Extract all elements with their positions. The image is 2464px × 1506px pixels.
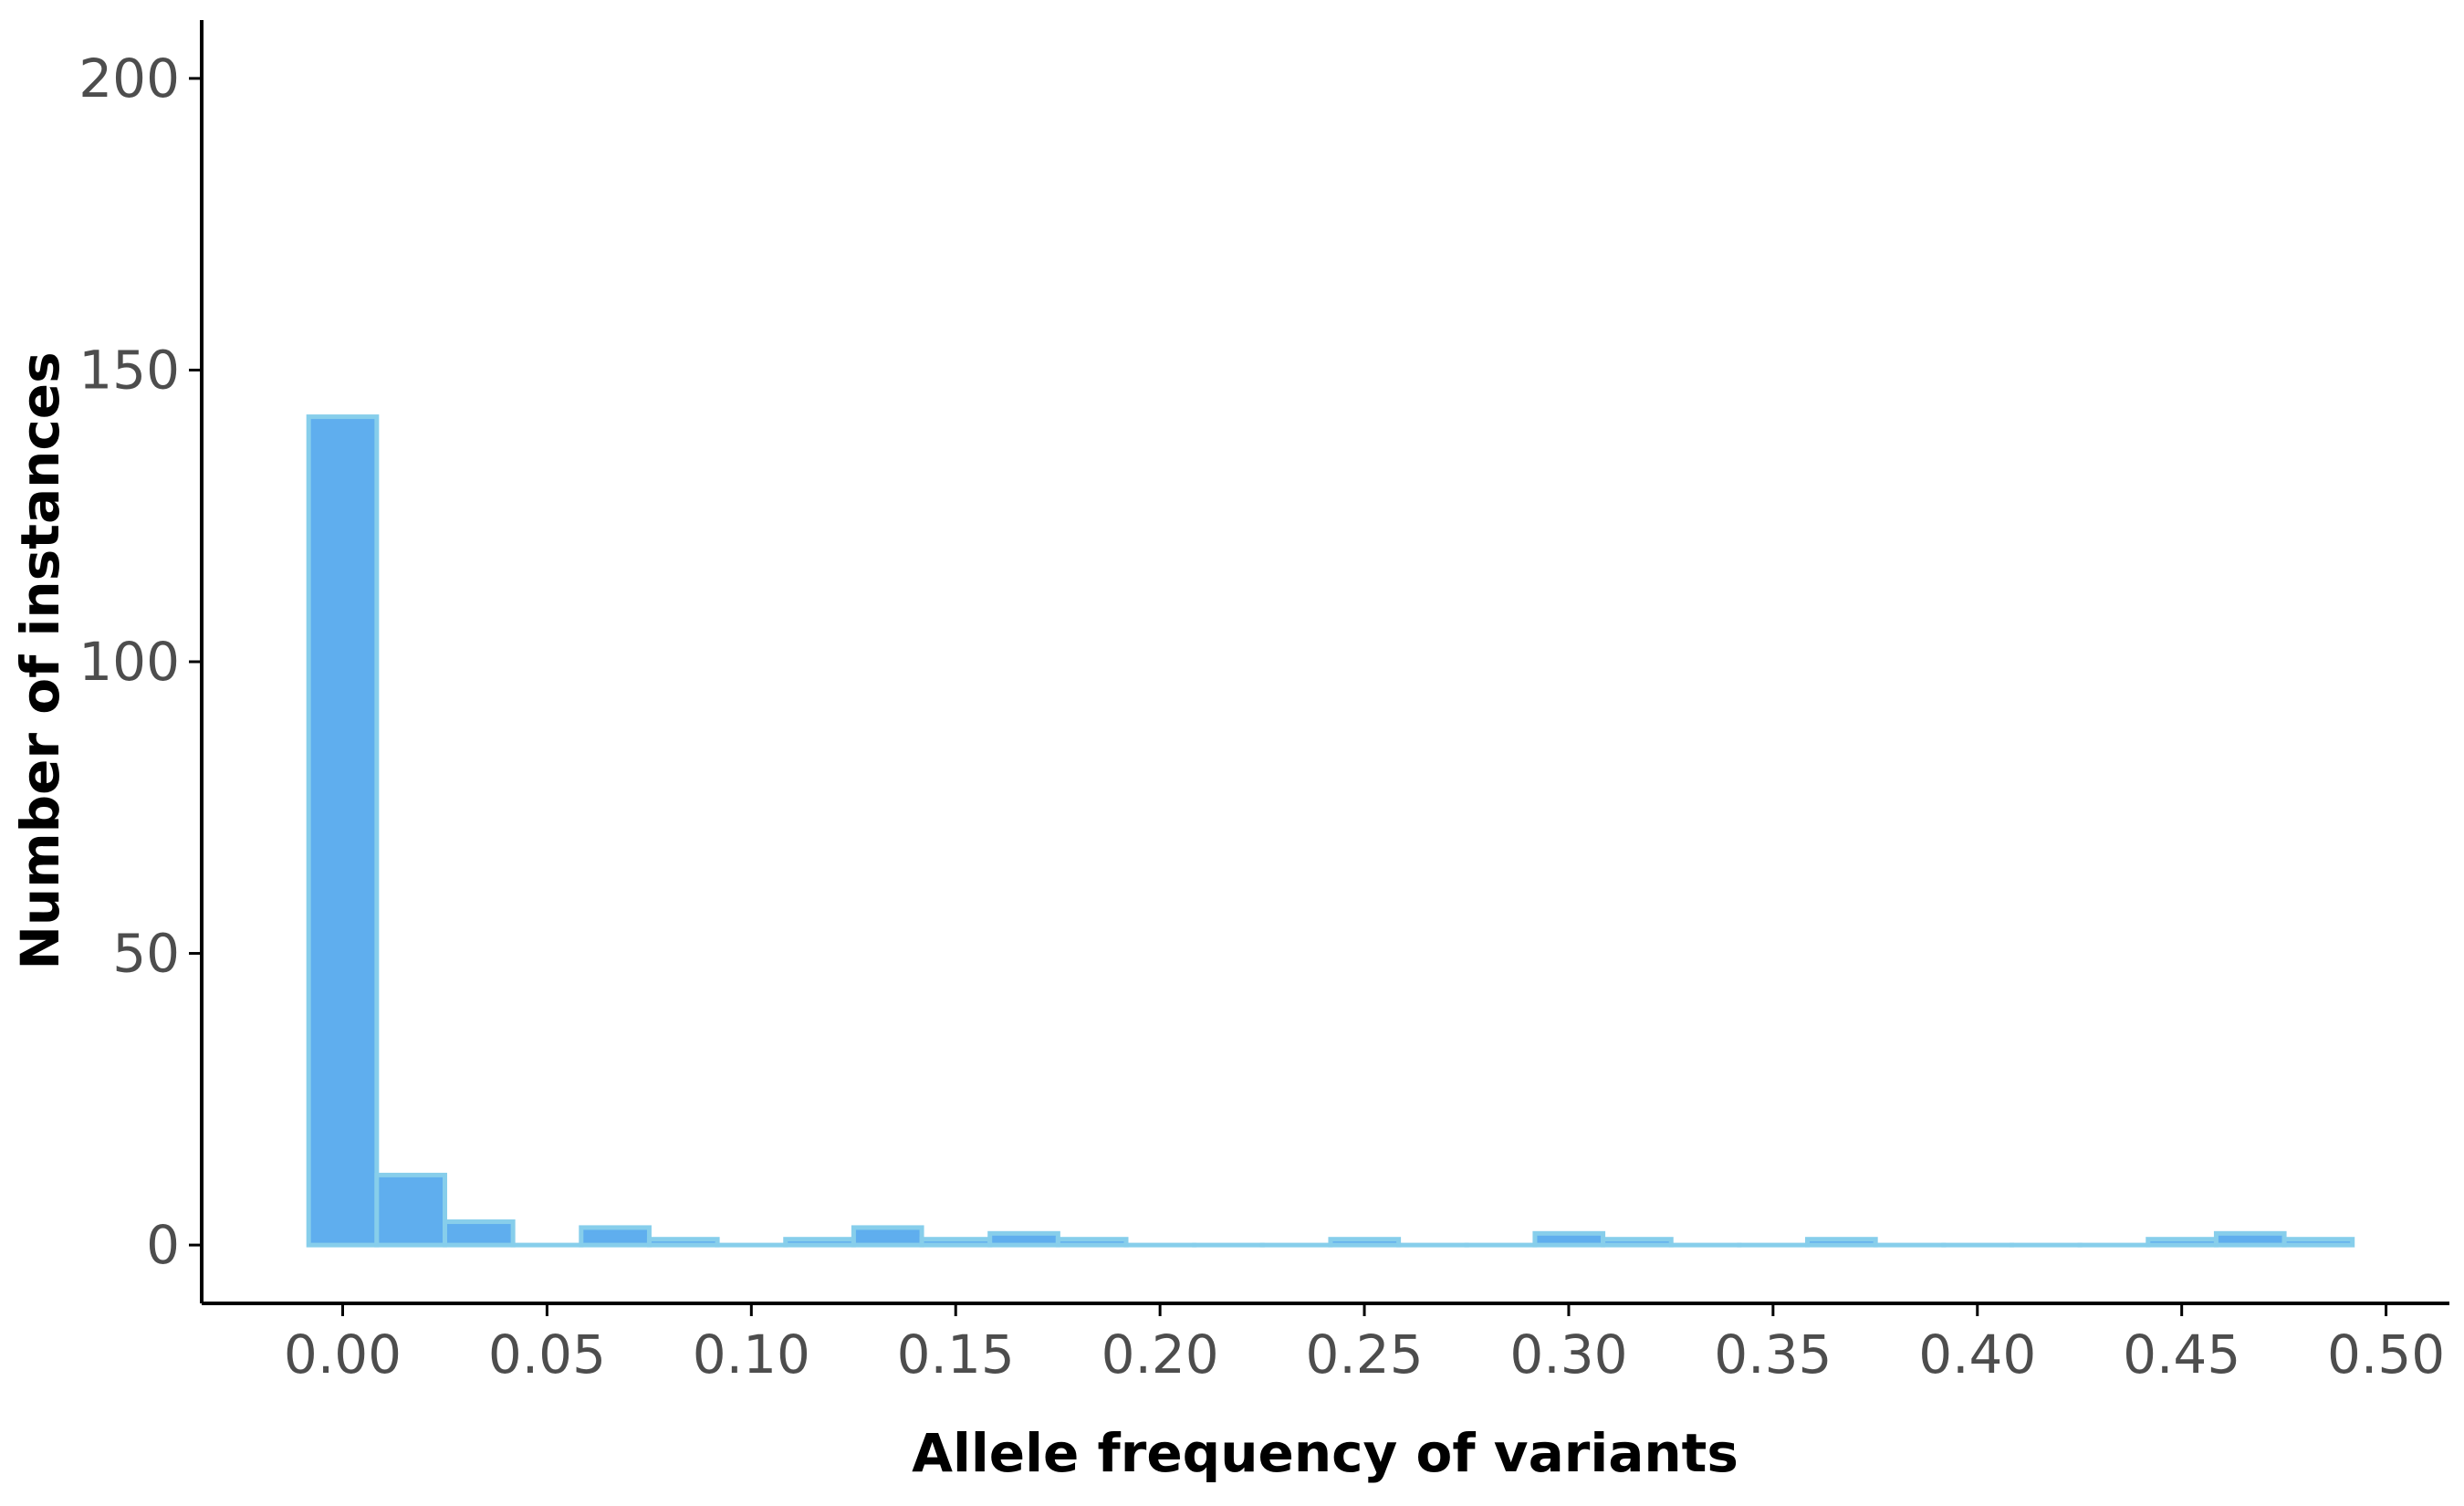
histogram-bar	[1532, 1230, 1606, 1248]
histogram-bar	[374, 1172, 447, 1248]
histogram-bar	[851, 1225, 924, 1248]
histogram-bar	[2281, 1237, 2355, 1248]
y-tick-label: 0	[146, 1214, 180, 1276]
histogram-bar	[442, 1219, 516, 1248]
histogram-bar	[646, 1237, 720, 1248]
histogram-bars	[306, 414, 2355, 1248]
x-tick-label: 0.35	[1714, 1323, 1832, 1386]
y-tick-label: 100	[78, 631, 180, 693]
histogram-bar	[783, 1237, 856, 1248]
x-tick-label: 0.45	[2123, 1323, 2240, 1386]
y-tick-label: 50	[112, 923, 180, 985]
x-tick-label: 0.05	[488, 1323, 606, 1386]
histogram-bar	[2213, 1230, 2287, 1248]
histogram-bar	[1601, 1237, 1674, 1248]
histogram-bar	[2146, 1237, 2219, 1248]
x-tick-label: 0.40	[1918, 1323, 2036, 1386]
histogram-bar	[919, 1237, 993, 1248]
axes	[200, 20, 2449, 1305]
y-tick-label: 150	[78, 339, 180, 401]
x-axis-ticks: 0.00 0.05 0.10 0.15 0.20 0.25 0.30 0.35 0.40 0.45…	[284, 1303, 2445, 1386]
x-tick-label: 0.25	[1305, 1323, 1423, 1386]
y-tick-label: 200	[78, 47, 180, 110]
histogram-bar	[306, 414, 380, 1248]
histogram-bar	[579, 1225, 652, 1248]
histogram-bar	[1055, 1237, 1129, 1248]
histogram-bar	[987, 1230, 1060, 1248]
x-tick-label: 0.15	[897, 1323, 1015, 1386]
x-tick-label: 0.00	[284, 1323, 402, 1386]
histogram-bar	[1805, 1237, 1878, 1248]
x-tick-label: 0.10	[693, 1323, 810, 1386]
x-axis-title: Allele frequency of variants	[912, 1422, 1738, 1484]
y-axis-ticks: 0 50 100 150 200	[78, 47, 202, 1276]
x-tick-label: 0.50	[2327, 1323, 2445, 1386]
x-tick-label: 0.20	[1101, 1323, 1219, 1386]
histogram-bar	[1328, 1237, 1402, 1248]
x-tick-label: 0.30	[1509, 1323, 1627, 1386]
y-axis-title: Number of instances	[9, 351, 71, 969]
